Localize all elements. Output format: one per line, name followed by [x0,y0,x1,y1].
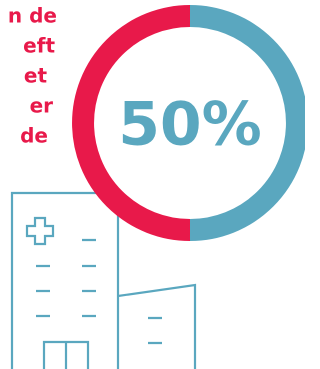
medical-cross [27,218,53,244]
side-text-line: er [30,94,54,118]
center-label: 50% [118,90,262,160]
side-text-line: et [24,64,48,88]
side-text-line: eft [23,34,55,58]
side-text-line: de [20,124,48,148]
building-annex [118,285,195,369]
side-text-line: n de [8,4,57,28]
chart: n de eft et er de 50% [0,0,305,369]
